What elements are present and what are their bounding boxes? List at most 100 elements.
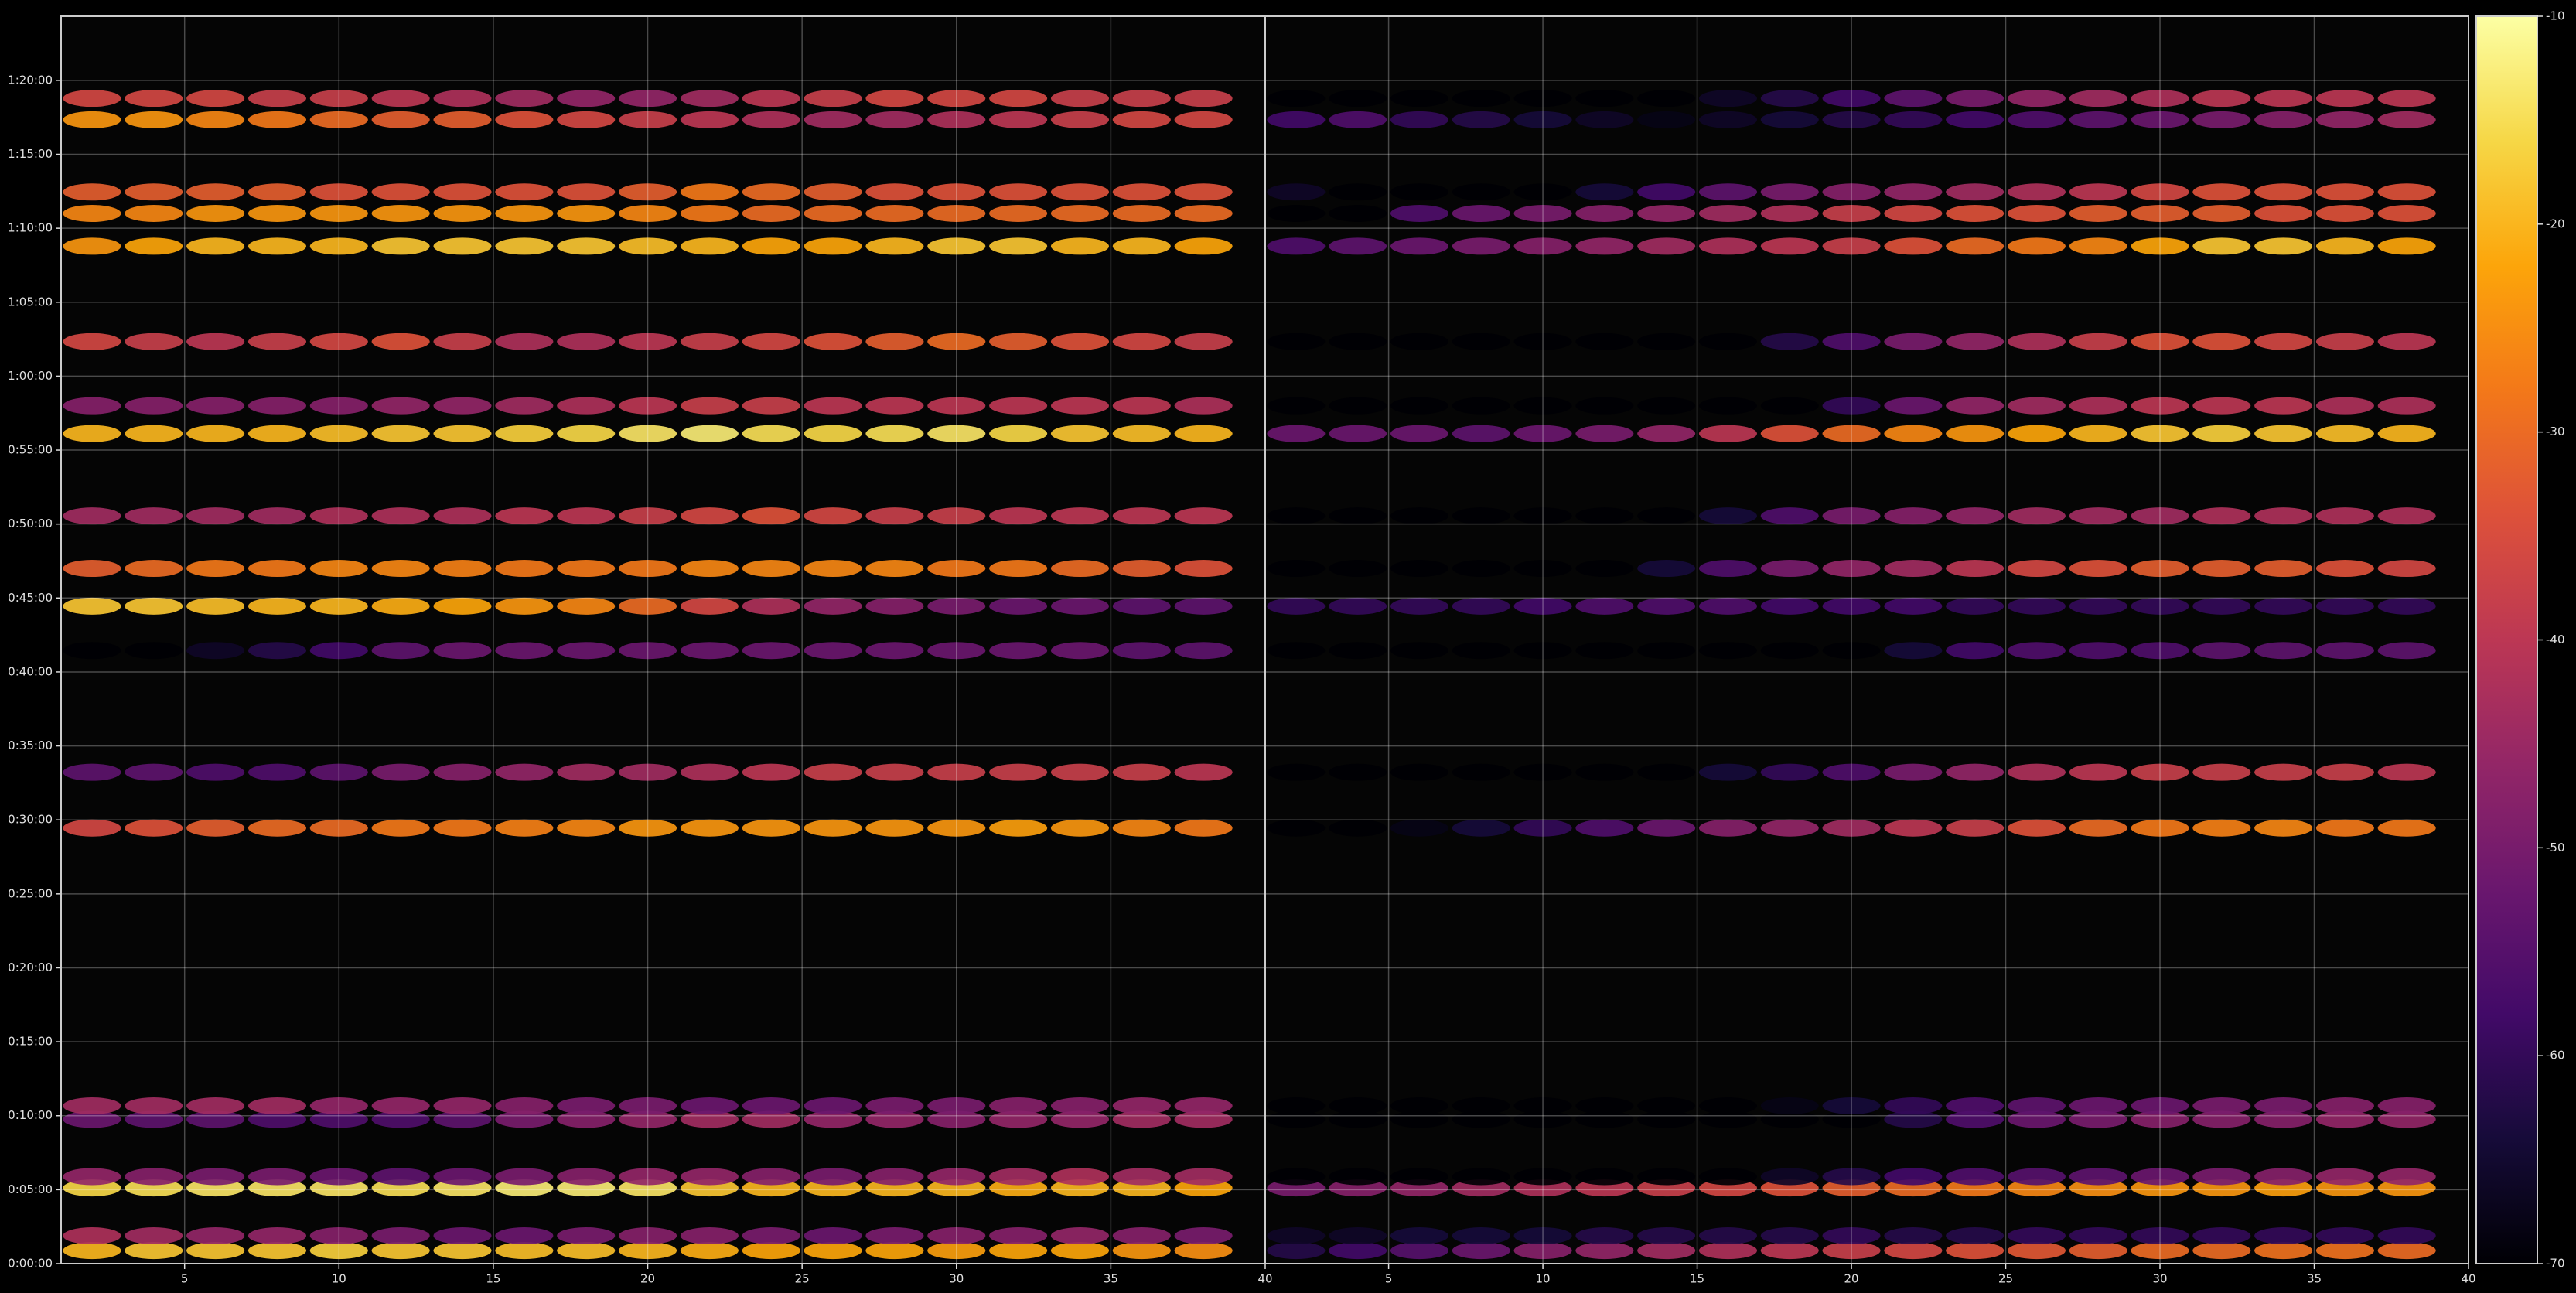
cell xyxy=(989,397,1048,415)
cell xyxy=(1698,560,1757,578)
cell xyxy=(557,333,616,350)
cell xyxy=(742,1168,800,1186)
cell xyxy=(1050,763,1109,781)
cell xyxy=(1267,507,1326,525)
cell xyxy=(865,1097,924,1114)
cell xyxy=(619,1168,677,1186)
cell xyxy=(186,205,245,223)
cell xyxy=(557,1097,616,1114)
cell xyxy=(495,237,554,255)
cell xyxy=(1050,397,1109,415)
cell xyxy=(1637,763,1696,781)
cell xyxy=(1267,560,1326,578)
cell xyxy=(1174,1110,1233,1128)
cell xyxy=(1884,1168,1943,1186)
cell xyxy=(1452,237,1510,255)
cell xyxy=(2315,597,2374,615)
cell xyxy=(865,111,924,128)
cell xyxy=(125,597,183,615)
cell xyxy=(1884,1242,1943,1260)
cell xyxy=(309,1226,368,1244)
cell xyxy=(1390,642,1448,660)
colorbar-tick-label: -60 xyxy=(2546,1049,2565,1063)
cell xyxy=(1822,560,1881,578)
cell xyxy=(1822,425,1881,442)
cell xyxy=(1822,1168,1881,1186)
cell xyxy=(2007,560,2066,578)
cell xyxy=(1513,397,1572,415)
cell xyxy=(1946,333,2005,350)
cell xyxy=(1112,560,1171,578)
cell xyxy=(371,205,430,223)
cell xyxy=(557,597,616,615)
cell xyxy=(1267,642,1326,660)
cell xyxy=(1267,763,1326,781)
cell xyxy=(63,560,121,578)
cell xyxy=(927,819,986,837)
cell xyxy=(495,183,554,201)
cell xyxy=(1390,1110,1448,1128)
cell xyxy=(742,90,800,107)
cell xyxy=(804,397,862,415)
cell xyxy=(2069,1226,2127,1244)
cell xyxy=(619,1097,677,1114)
x-tick-label: 15 xyxy=(1690,1272,1704,1286)
cell xyxy=(1698,642,1757,660)
cell xyxy=(865,237,924,255)
y-tick-label: 1:20:00 xyxy=(8,73,53,87)
cell xyxy=(1390,183,1448,201)
cell xyxy=(2007,1242,2066,1260)
cell xyxy=(1760,397,1819,415)
cell xyxy=(2131,597,2189,615)
cell xyxy=(1698,1097,1757,1114)
x-tick-label: 35 xyxy=(2307,1272,2322,1286)
cell xyxy=(125,1110,183,1128)
cell xyxy=(989,1168,1048,1186)
x-tick-label: 5 xyxy=(1385,1272,1393,1286)
cell xyxy=(865,1242,924,1260)
cell xyxy=(742,1226,800,1244)
cell xyxy=(742,1097,800,1114)
y-tick-label: 0:40:00 xyxy=(8,664,53,678)
cell xyxy=(1637,819,1696,837)
cell xyxy=(1760,819,1819,837)
cell xyxy=(742,397,800,415)
cell xyxy=(2315,111,2374,128)
cell xyxy=(1329,183,1387,201)
cell xyxy=(2254,237,2313,255)
cell xyxy=(1112,507,1171,525)
cell xyxy=(495,597,554,615)
cell xyxy=(1822,237,1881,255)
cell xyxy=(495,1110,554,1128)
cell xyxy=(1452,642,1510,660)
cell xyxy=(2007,205,2066,223)
cell xyxy=(2131,642,2189,660)
cell xyxy=(2131,205,2189,223)
cell xyxy=(557,237,616,255)
cell xyxy=(125,111,183,128)
cell xyxy=(2315,333,2374,350)
cell xyxy=(1513,90,1572,107)
cell xyxy=(1822,90,1881,107)
cell xyxy=(247,763,306,781)
cell xyxy=(1390,397,1448,415)
cell xyxy=(2377,1242,2436,1260)
cell xyxy=(1329,1226,1387,1244)
cell xyxy=(2069,205,2127,223)
cell xyxy=(63,425,121,442)
cell xyxy=(247,183,306,201)
cell xyxy=(125,425,183,442)
cell xyxy=(557,763,616,781)
cell xyxy=(927,1242,986,1260)
cell xyxy=(1637,183,1696,201)
cell xyxy=(309,1110,368,1128)
cell xyxy=(1390,597,1448,615)
cell xyxy=(680,763,739,781)
cell xyxy=(2069,333,2127,350)
cell xyxy=(1513,1097,1572,1114)
cell xyxy=(2377,1097,2436,1114)
cell xyxy=(804,597,862,615)
colorbar-tick-label: -10 xyxy=(2546,9,2565,23)
cell xyxy=(557,642,616,660)
cell xyxy=(1637,1242,1696,1260)
